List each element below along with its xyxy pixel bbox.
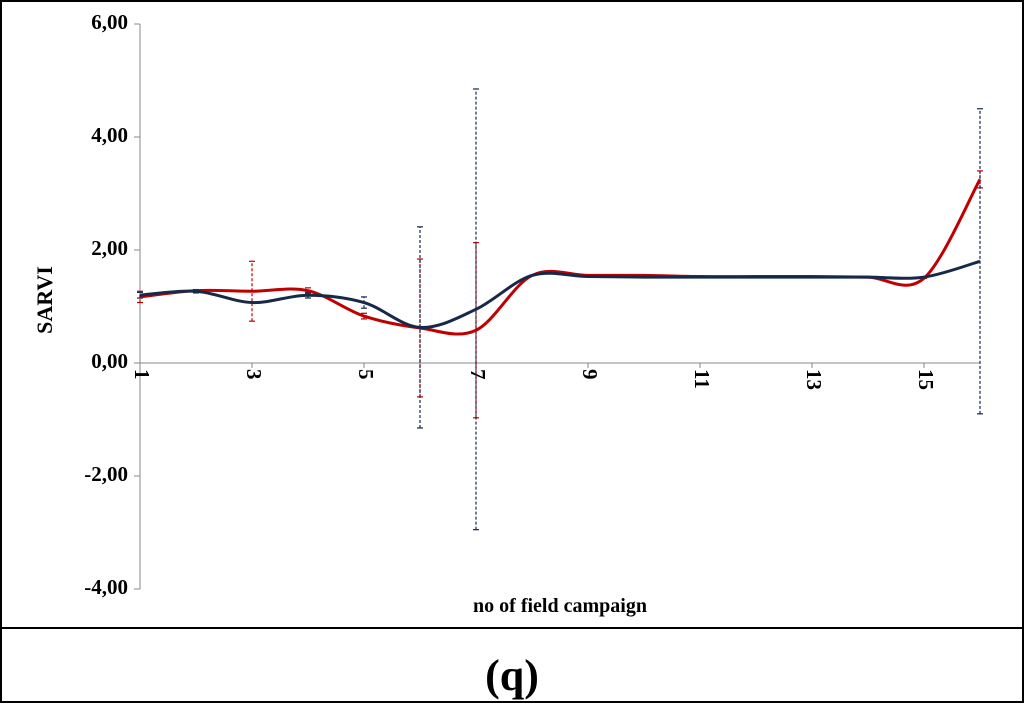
caption: (q) [485, 651, 539, 700]
x-tick-label: 13 [802, 369, 826, 390]
y-tick-label: 0,00 [91, 349, 128, 373]
series-line [139, 259, 981, 329]
y-tick-label: 2,00 [91, 236, 128, 260]
x-tick-label: 7 [466, 369, 490, 380]
x-axis-title: no of field campaign [473, 595, 647, 617]
y-tick-label: 4,00 [91, 123, 128, 147]
x-tick-label: 3 [242, 369, 266, 380]
x-tick-label: 11 [690, 369, 714, 389]
y-tick-label: -4,00 [84, 575, 128, 599]
x-tick-label: 15 [914, 369, 938, 390]
x-tick-label: 5 [354, 369, 378, 380]
y-tick-label: 6,00 [91, 10, 128, 34]
x-tick-label: 1 [130, 369, 154, 380]
error-bar [249, 260, 255, 322]
y-tick-label: -2,00 [84, 462, 128, 486]
x-tick-label: 9 [578, 369, 602, 380]
series-line [139, 178, 982, 336]
y-axis-title: SARVI [32, 266, 57, 334]
